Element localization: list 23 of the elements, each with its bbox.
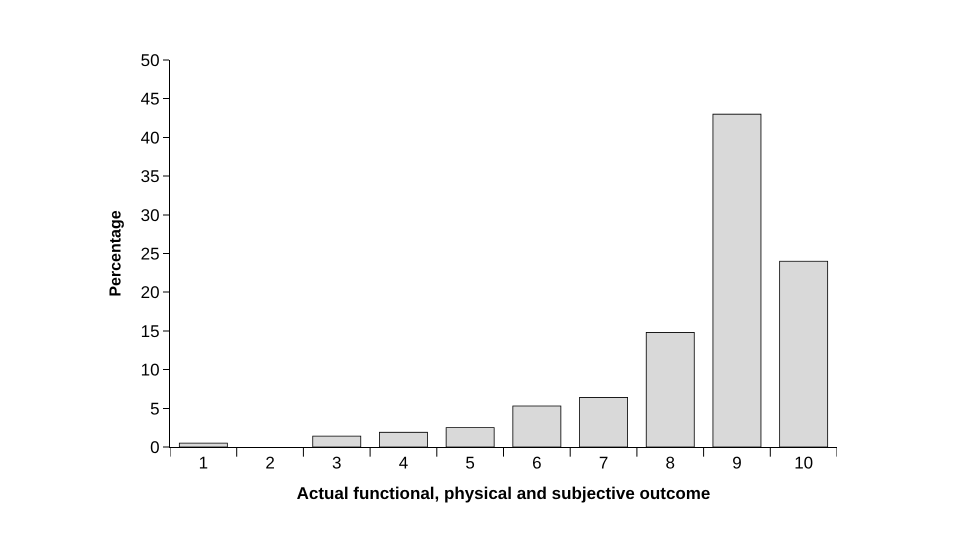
x-tick-label: 2: [265, 453, 275, 472]
x-axis-title: Actual functional, physical and subjective outcome: [296, 484, 710, 503]
x-tick-label: 4: [398, 453, 408, 472]
x-tick-label: 8: [666, 453, 675, 472]
x-tick-label: 10: [794, 453, 814, 472]
x-tick-label: 6: [532, 453, 542, 472]
y-axis-title: Percentage: [108, 210, 125, 297]
x-tick-label: 5: [465, 453, 475, 472]
x-tick-label: 1: [198, 453, 208, 472]
y-tick-label: 35: [140, 167, 160, 186]
y-tick-label: 10: [140, 360, 160, 380]
x-tick-label: 3: [332, 453, 342, 472]
x-tick-label: 7: [598, 453, 608, 472]
y-tick-label: 45: [140, 90, 160, 109]
y-tick-label: 15: [140, 322, 160, 341]
y-tick-label: 20: [140, 283, 160, 302]
y-tick-label: 50: [140, 50, 160, 70]
y-tick-label: 5: [150, 399, 160, 418]
y-tick-label: 30: [140, 206, 160, 225]
x-tick-label: 9: [732, 453, 742, 472]
y-tick-label: 0: [150, 438, 160, 457]
y-tick-label: 40: [140, 128, 160, 148]
y-tick-label: 25: [140, 244, 160, 264]
